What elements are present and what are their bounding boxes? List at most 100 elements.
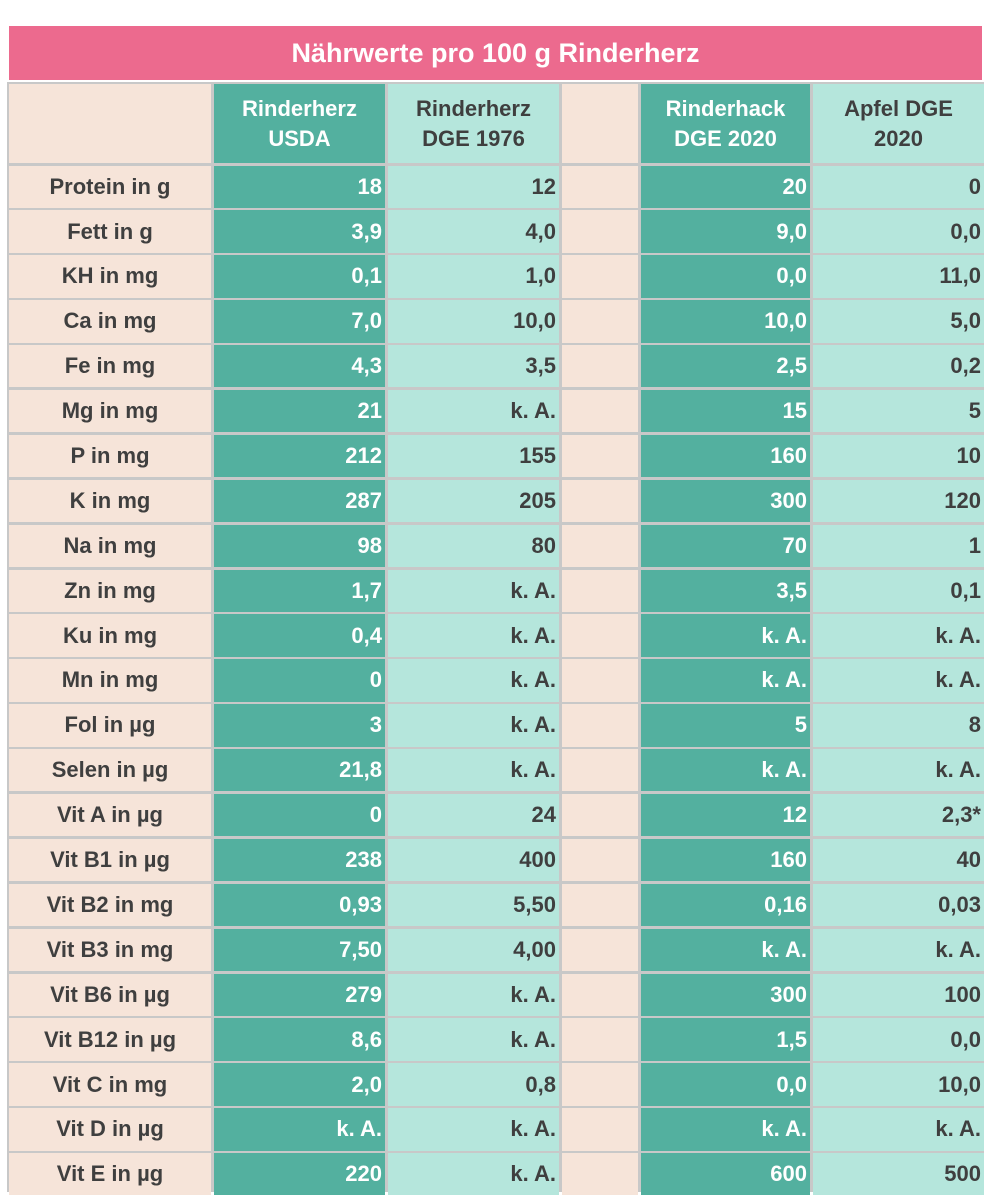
value-cell: 70 [641, 524, 810, 568]
value-cell: 300 [641, 973, 810, 1016]
value-cell: 155 [388, 434, 559, 478]
row-label: Zn in mg [9, 569, 211, 612]
value-cell: 8 [813, 704, 984, 747]
row-label: K in mg [9, 479, 211, 523]
gap-column-cell [562, 524, 638, 568]
row-label: Vit B6 in µg [9, 973, 211, 1016]
header-corner-cell [9, 84, 211, 163]
value-cell: k. A. [388, 389, 559, 433]
value-cell: 0,16 [641, 883, 810, 927]
value-cell: 15 [641, 389, 810, 433]
row-label: Vit B1 in µg [9, 838, 211, 882]
value-cell: k. A. [813, 928, 984, 972]
row-label: Mg in mg [9, 389, 211, 433]
row-label: P in mg [9, 434, 211, 478]
value-cell: 98 [214, 524, 385, 568]
value-cell: 21,8 [214, 749, 385, 792]
gap-column-cell [562, 1153, 638, 1196]
value-cell: 7,50 [214, 928, 385, 972]
row-label: Protein in g [9, 165, 211, 208]
row-label: Vit C in mg [9, 1063, 211, 1106]
row-label: Ku in mg [9, 614, 211, 657]
row-label: Mn in mg [9, 659, 211, 702]
value-cell: k. A. [641, 1108, 810, 1151]
gap-column-cell [562, 479, 638, 523]
value-cell: 1 [813, 524, 984, 568]
value-cell: 0,1 [214, 255, 385, 298]
value-cell: k. A. [388, 659, 559, 702]
row-label: Vit A in µg [9, 793, 211, 837]
column-header: Apfel DGE 2020 [813, 84, 984, 163]
value-cell: 11,0 [813, 255, 984, 298]
value-cell: 20 [641, 165, 810, 208]
value-cell: 5,0 [813, 300, 984, 343]
gap-column-cell [562, 389, 638, 433]
value-cell: 4,3 [214, 345, 385, 388]
value-cell: 9,0 [641, 210, 810, 253]
value-cell: 1,0 [388, 255, 559, 298]
gap-column-cell [562, 614, 638, 657]
gap-column-cell [562, 210, 638, 253]
value-cell: 0 [813, 165, 984, 208]
value-cell: 5 [641, 704, 810, 747]
value-cell: 0,2 [813, 345, 984, 388]
value-cell: 600 [641, 1153, 810, 1196]
value-cell: 7,0 [214, 300, 385, 343]
value-cell: 21 [214, 389, 385, 433]
gap-column-cell [562, 84, 638, 163]
value-cell: 80 [388, 524, 559, 568]
value-cell: 8,6 [214, 1018, 385, 1061]
value-cell: k. A. [388, 614, 559, 657]
gap-column-cell [562, 883, 638, 927]
value-cell: 2,0 [214, 1063, 385, 1106]
value-cell: k. A. [214, 1108, 385, 1151]
value-cell: k. A. [813, 1108, 984, 1151]
value-cell: 0 [214, 659, 385, 702]
value-cell: 279 [214, 973, 385, 1016]
gap-column-cell [562, 1063, 638, 1106]
row-label: Vit E in µg [9, 1153, 211, 1196]
value-cell: 3 [214, 704, 385, 747]
value-cell: 3,5 [641, 569, 810, 612]
value-cell: 120 [813, 479, 984, 523]
value-cell: 3,9 [214, 210, 385, 253]
gap-column-cell [562, 659, 638, 702]
value-cell: 12 [641, 793, 810, 837]
value-cell: k. A. [388, 1153, 559, 1196]
value-cell: 2,3* [813, 793, 984, 837]
row-label: Fol in µg [9, 704, 211, 747]
row-label: KH in mg [9, 255, 211, 298]
gap-column-cell [562, 1018, 638, 1061]
value-cell: 0,1 [813, 569, 984, 612]
gap-column-cell [562, 838, 638, 882]
value-cell: 10 [813, 434, 984, 478]
value-cell: 300 [641, 479, 810, 523]
value-cell: 10,0 [641, 300, 810, 343]
gap-column-cell [562, 434, 638, 478]
column-header: Rinderherz USDA [214, 84, 385, 163]
gap-column-cell [562, 973, 638, 1016]
gap-column-cell [562, 1108, 638, 1151]
value-cell: k. A. [388, 973, 559, 1016]
row-label: Fett in g [9, 210, 211, 253]
row-label: Ca in mg [9, 300, 211, 343]
value-cell: k. A. [388, 749, 559, 792]
value-cell: 1,5 [641, 1018, 810, 1061]
value-cell: 400 [388, 838, 559, 882]
row-label: Na in mg [9, 524, 211, 568]
value-cell: k. A. [388, 1018, 559, 1061]
gap-column-cell [562, 793, 638, 837]
gap-column-cell [562, 569, 638, 612]
value-cell: 0,93 [214, 883, 385, 927]
value-cell: k. A. [388, 1108, 559, 1151]
value-cell: 2,5 [641, 345, 810, 388]
row-label: Fe in mg [9, 345, 211, 388]
value-cell: 4,0 [388, 210, 559, 253]
value-cell: k. A. [388, 704, 559, 747]
value-cell: 0 [214, 793, 385, 837]
value-cell: 3,5 [388, 345, 559, 388]
gap-column-cell [562, 928, 638, 972]
value-cell: 238 [214, 838, 385, 882]
value-cell: 287 [214, 479, 385, 523]
row-label: Vit B3 in mg [9, 928, 211, 972]
